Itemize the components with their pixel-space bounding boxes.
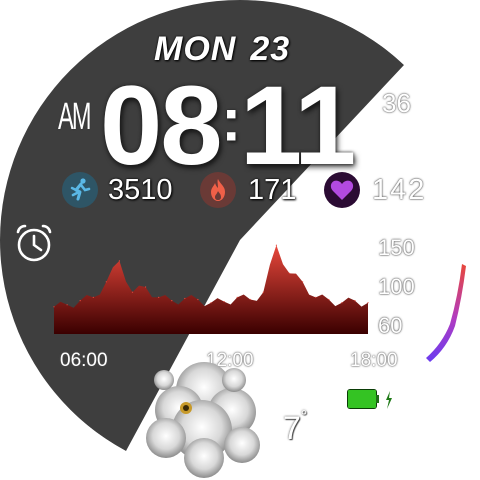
gauge-fill bbox=[426, 264, 466, 362]
steps-complication[interactable] bbox=[62, 172, 98, 208]
weekday-label: MON bbox=[154, 30, 237, 68]
calories-value: 171 bbox=[248, 174, 297, 206]
heart-rate-point bbox=[210, 302, 212, 304]
minutes-label: 11 bbox=[239, 63, 356, 188]
heart-rate-point bbox=[197, 298, 199, 301]
heart-rate-point bbox=[131, 291, 134, 293]
temperature-value: 7 bbox=[283, 410, 301, 446]
heart-rate-point bbox=[367, 302, 369, 304]
heart-rate-point bbox=[236, 296, 238, 298]
heart-rate-area bbox=[54, 245, 368, 334]
hr-axis-label-high: 150 bbox=[378, 235, 415, 260]
heart-rate-point bbox=[105, 281, 107, 283]
battery-tip bbox=[376, 395, 379, 403]
heart-rate-point bbox=[158, 296, 160, 298]
time-separator: : bbox=[220, 86, 241, 154]
heart-rate-area-group bbox=[53, 244, 369, 334]
heart-rate-point bbox=[66, 304, 68, 306]
time-axis-label-end: 18:00 bbox=[350, 350, 398, 371]
heart-rate-point bbox=[223, 301, 225, 303]
running-person-icon bbox=[70, 178, 91, 201]
hours-label: 08 bbox=[100, 63, 223, 188]
heart-rate-point bbox=[328, 298, 330, 301]
ampm-indicator: AM bbox=[58, 96, 91, 138]
seconds-label: 36 bbox=[382, 88, 411, 118]
charging-bolt-icon bbox=[386, 391, 392, 409]
heart-rate-complication[interactable] bbox=[324, 172, 360, 208]
heart-rate-point bbox=[354, 300, 356, 302]
alarm-clock-icon[interactable] bbox=[14, 222, 54, 264]
battery-indicator bbox=[348, 390, 376, 408]
heart-rate-point bbox=[184, 297, 186, 300]
heart-rate-point bbox=[79, 300, 81, 302]
temperature-display: 7° bbox=[283, 408, 307, 447]
heart-rate-point bbox=[92, 296, 94, 298]
day-label: 23 bbox=[250, 30, 291, 68]
calories-complication[interactable] bbox=[200, 172, 236, 208]
time-display: 08:11 bbox=[100, 60, 356, 186]
heart-rate-point bbox=[145, 286, 147, 288]
temperature-unit: ° bbox=[300, 408, 308, 425]
battery-level-fill bbox=[348, 390, 376, 408]
steps-value: 3510 bbox=[108, 174, 173, 206]
date-display: MON 23 bbox=[154, 30, 334, 70]
heart-rate-point bbox=[288, 272, 291, 274]
time-axis-label-start: 06:00 bbox=[60, 350, 108, 371]
heart-rate-point bbox=[315, 296, 317, 298]
heart-rate-value: 142 bbox=[372, 174, 427, 206]
flame-icon bbox=[211, 179, 225, 201]
hr-axis-label-low: 60 bbox=[378, 313, 403, 338]
heart-rate-point bbox=[262, 291, 264, 293]
heart-icon bbox=[330, 180, 354, 200]
cloudy-night-icon bbox=[146, 362, 260, 478]
hr-axis-label-mid: 100 bbox=[378, 274, 415, 299]
heart-rate-point bbox=[171, 300, 173, 302]
heart-rate-point bbox=[341, 302, 343, 304]
heart-rate-point bbox=[302, 281, 304, 283]
heart-rate-point bbox=[53, 306, 55, 308]
gauge-arc bbox=[426, 264, 466, 362]
heart-rate-point bbox=[249, 298, 251, 301]
heart-rate-point bbox=[275, 244, 277, 246]
heart-rate-point bbox=[118, 260, 120, 262]
